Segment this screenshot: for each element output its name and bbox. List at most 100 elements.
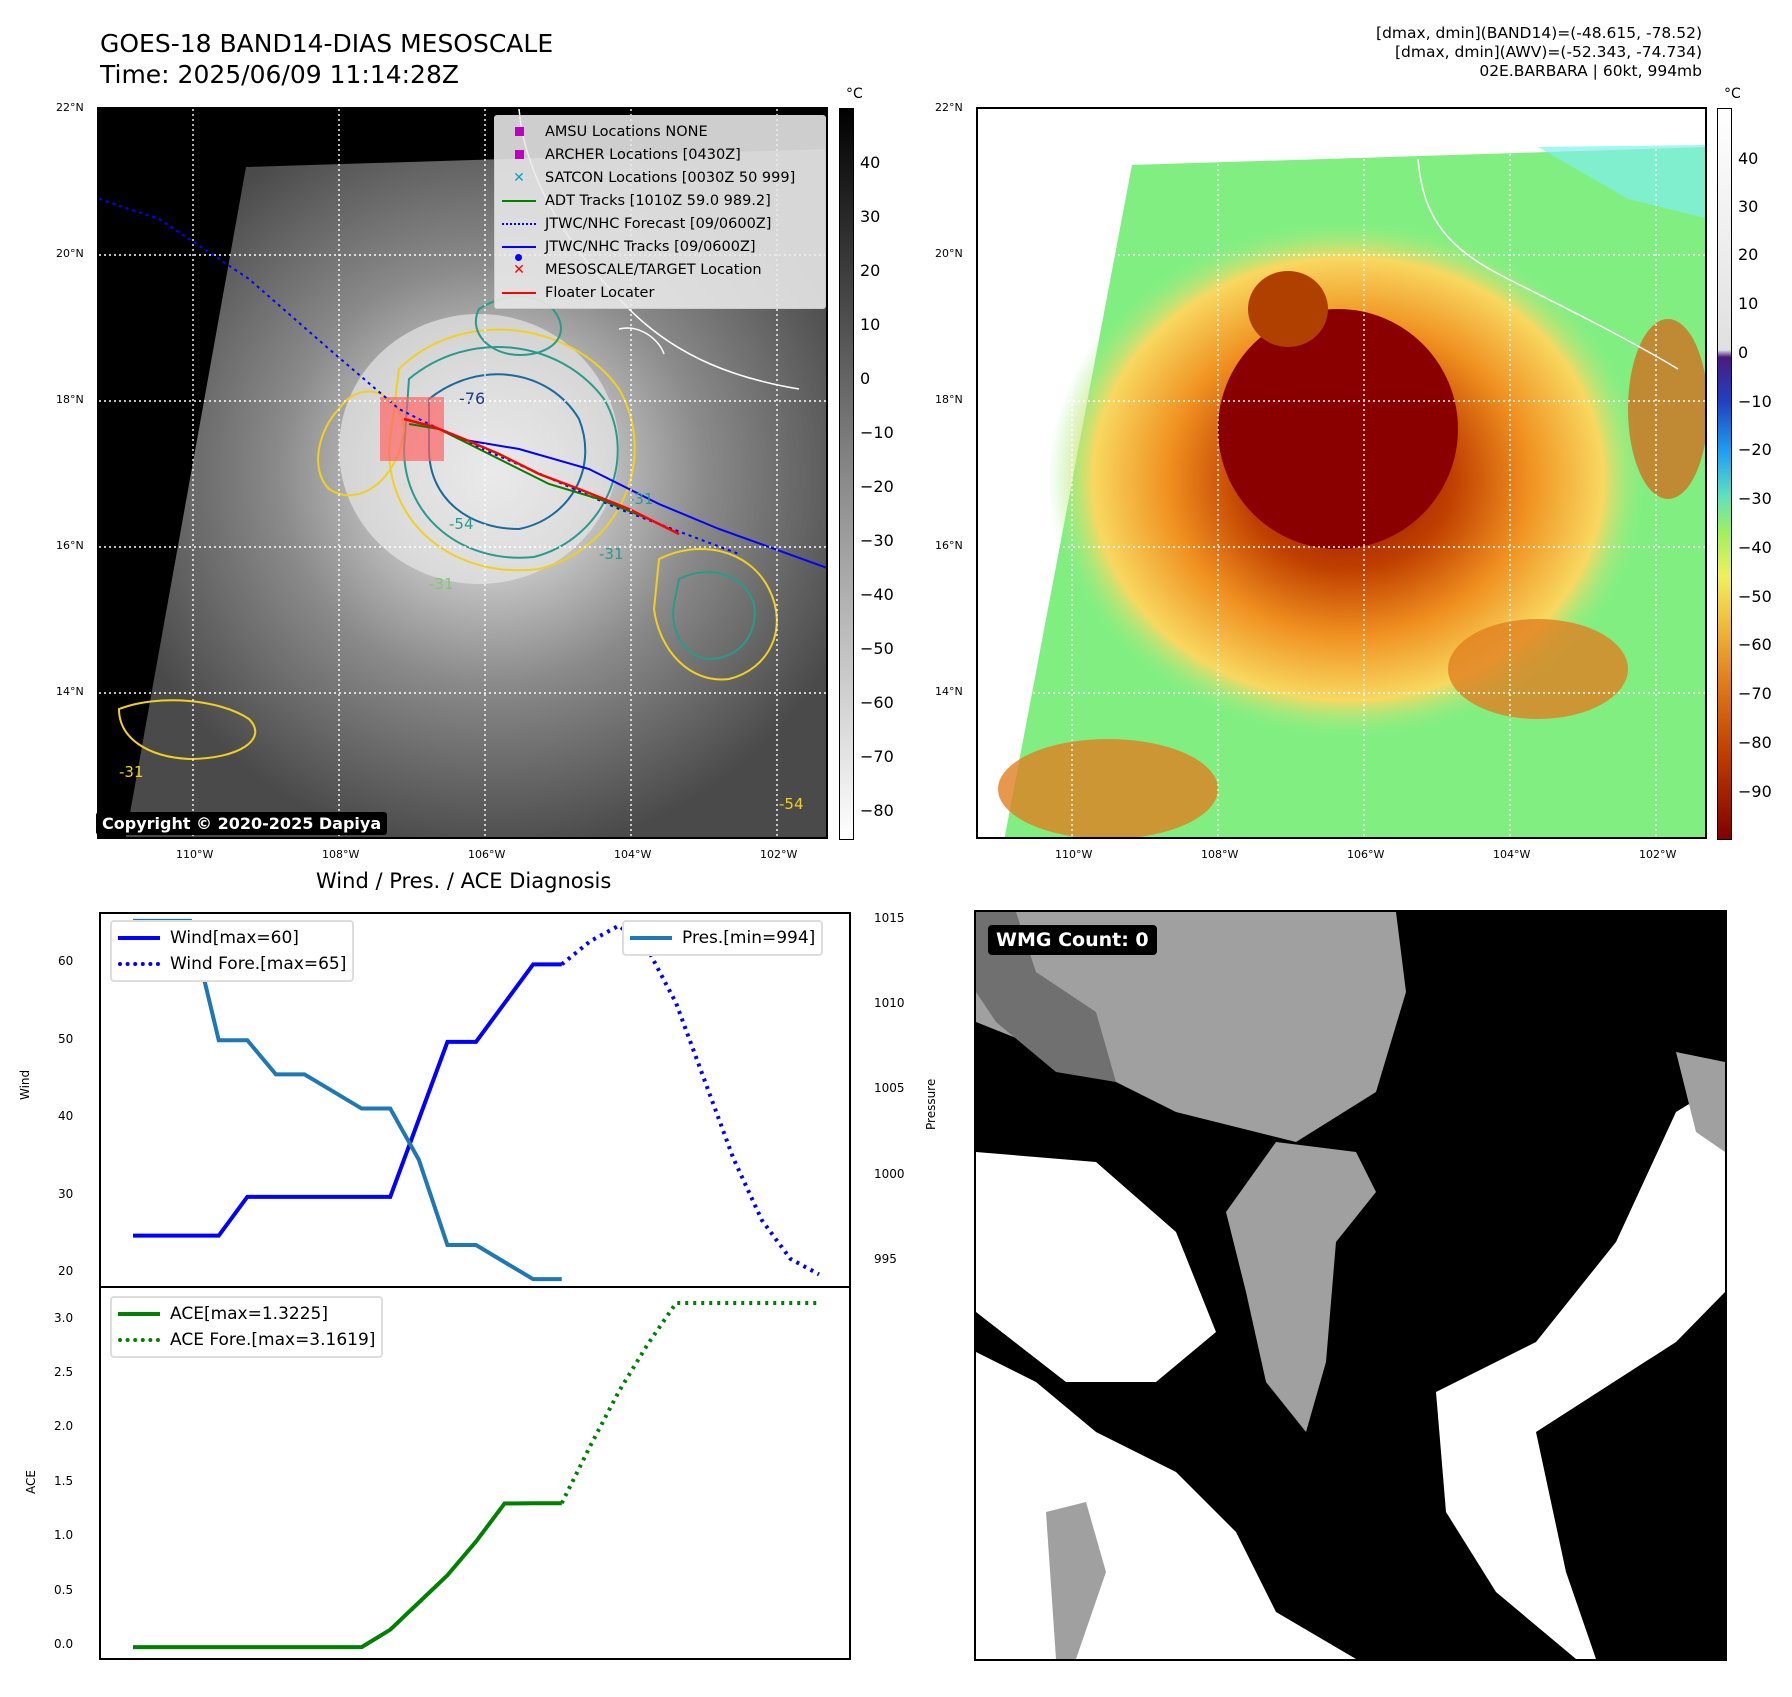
- legend-label: JTWC/NHC Forecast [09/0600Z]: [545, 215, 772, 232]
- lat-label: 18°N: [56, 393, 84, 406]
- colorbar-tick: 0: [860, 369, 871, 388]
- colorbar-tick: 20: [860, 261, 881, 280]
- legend-item-floater: Floater Locater: [501, 281, 819, 304]
- colorbar-tick: −50: [1738, 587, 1772, 606]
- legend-item-tracks: JTWC/NHC Tracks [09/0600Z]: [501, 235, 819, 261]
- legend-label: ADT Tracks [1010Z 59.0 989.2]: [545, 192, 771, 209]
- ir-map-legend: AMSU Locations NONE ARCHER Locations [04…: [494, 115, 826, 309]
- colorbar-tick: −20: [1738, 440, 1772, 459]
- info-line-3: 02E.BARBARA | 60kt, 994mb: [1479, 62, 1702, 80]
- contour-label: -31: [599, 545, 624, 563]
- lon-label: 102°W: [1639, 848, 1677, 861]
- colorbar-tick: −70: [860, 747, 894, 766]
- lon-label: 108°W: [322, 848, 360, 861]
- dias-map-image: [978, 109, 1705, 837]
- lat-label: 16°N: [56, 539, 84, 552]
- wind-legend: Wind[max=60] Wind Fore.[max=65]: [110, 920, 355, 982]
- pressure-axis-label: Pressure: [924, 1078, 938, 1130]
- title-line-1: GOES-18 BAND14-DIAS MESOSCALE: [100, 29, 554, 58]
- ir-map-image: -76 -31 -31 -31 -31 -54 -54: [99, 109, 826, 837]
- pressure-tick: 1005: [874, 1081, 905, 1096]
- legend-item-satcon: ✕ SATCON Locations [0030Z 50 999]: [501, 166, 819, 189]
- colorbar-tick: 10: [860, 315, 881, 334]
- legend-item-forecast: JTWC/NHC Forecast [09/0600Z]: [501, 212, 819, 235]
- lon-label: 104°W: [614, 848, 652, 861]
- colorbar-unit: °C: [846, 86, 863, 102]
- colorbar-tick: −50: [860, 639, 894, 658]
- ace-tick: 1.5: [54, 1473, 74, 1488]
- ace-legend: ACE[max=1.3225] ACE Fore.[max=3.1619]: [110, 1296, 384, 1358]
- legend-label: ARCHER Locations [0430Z]: [545, 146, 741, 163]
- colorbar-tick: 10: [1738, 294, 1759, 313]
- colorbar-tick: −80: [1738, 733, 1772, 752]
- lat-label: 20°N: [935, 247, 963, 260]
- legend-item-amsu: AMSU Locations NONE: [501, 120, 819, 143]
- legend-item-ace-forecast: ACE Fore.[max=3.1619]: [118, 1327, 375, 1353]
- dotted-line-icon: [118, 1338, 160, 1342]
- legend-label: AMSU Locations NONE: [545, 123, 708, 140]
- diagnosis-title: Wind / Pres. / ACE Diagnosis: [316, 869, 612, 893]
- line-icon: [502, 199, 536, 202]
- pressure-tick: 1000: [874, 1166, 905, 1181]
- square-icon: [514, 127, 524, 136]
- legend-item-target: ✕ MESOSCALE/TARGET Location: [501, 258, 819, 281]
- lat-label: 16°N: [935, 539, 963, 552]
- line-icon: [118, 936, 160, 940]
- wmg-panel: [974, 910, 1727, 1661]
- dot-icon: [515, 253, 522, 261]
- colorbar-tick: −70: [1738, 684, 1772, 703]
- line-icon: [502, 291, 536, 294]
- lat-label: 14°N: [935, 685, 963, 698]
- legend-label: MESOSCALE/TARGET Location: [545, 261, 762, 278]
- pressure-tick: 1010: [874, 996, 905, 1011]
- legend-label: Pres.[min=994]: [682, 928, 816, 948]
- lon-label: 102°W: [760, 848, 798, 861]
- colorbar-tick: 40: [1738, 149, 1759, 168]
- pressure-legend: Pres.[min=994]: [622, 920, 824, 956]
- series-line-1: [559, 1301, 819, 1505]
- lat-label: 20°N: [56, 247, 84, 260]
- intensity-info: [dmax, dmin](BAND14)=(-48.615, -78.52) […: [1376, 24, 1702, 81]
- contour-label: -54: [779, 795, 804, 813]
- dotted-line-icon: [502, 222, 536, 225]
- colorbar-tick: −40: [860, 585, 894, 604]
- title-line-2: Time: 2025/06/09 11:14:28Z: [100, 60, 459, 89]
- lat-label: 18°N: [935, 393, 963, 406]
- contour-label: -76: [459, 389, 485, 408]
- colorbar-tick: 30: [860, 207, 881, 226]
- colorbar-tick: −30: [860, 531, 894, 550]
- colorbar-tick: −60: [1738, 635, 1772, 654]
- series-line-0: [133, 962, 562, 1238]
- lat-label: 14°N: [56, 685, 84, 698]
- ace-tick: 0.0: [54, 1637, 74, 1652]
- colorbar-tick: −90: [1738, 782, 1772, 801]
- line-icon: [502, 245, 536, 248]
- colorbar-tick: −10: [1738, 392, 1772, 411]
- colorbar-tick: −40: [1738, 538, 1772, 557]
- grayscale-colorbar: [839, 108, 854, 840]
- info-line-2: [dmax, dmin](AWV)=(-52.343, -74.734): [1395, 43, 1702, 61]
- legend-item-pressure: Pres.[min=994]: [630, 925, 815, 951]
- wmg-count-badge: WMG Count: 0: [988, 925, 1157, 955]
- wind-axis-label: Wind: [18, 1069, 32, 1100]
- pressure-tick: 1015: [874, 910, 905, 925]
- x-marker-icon: ✕: [513, 261, 525, 278]
- series-line-1: [560, 923, 820, 1277]
- copyright-notice: Copyright © 2020-2025 Dapiya: [96, 812, 388, 835]
- lat-label: 22°N: [56, 101, 84, 114]
- line-icon: [118, 1312, 160, 1316]
- ace-tick: 2.5: [54, 1365, 74, 1380]
- contour-label: -31: [429, 575, 454, 593]
- legend-label: Wind[max=60]: [170, 928, 299, 948]
- series-line-0: [133, 1501, 562, 1650]
- colorbar-tick: −80: [860, 801, 894, 820]
- contour-label: -54: [449, 515, 474, 533]
- ace-tick: 1.0: [54, 1528, 74, 1543]
- legend-label: SATCON Locations [0030Z 50 999]: [545, 169, 796, 186]
- legend-label: ACE[max=1.3225]: [170, 1304, 328, 1324]
- legend-label: Wind Fore.[max=65]: [170, 954, 347, 974]
- lon-label: 108°W: [1201, 848, 1239, 861]
- lon-label: 110°W: [1055, 848, 1093, 861]
- line-icon: [630, 936, 672, 940]
- lon-label: 110°W: [176, 848, 214, 861]
